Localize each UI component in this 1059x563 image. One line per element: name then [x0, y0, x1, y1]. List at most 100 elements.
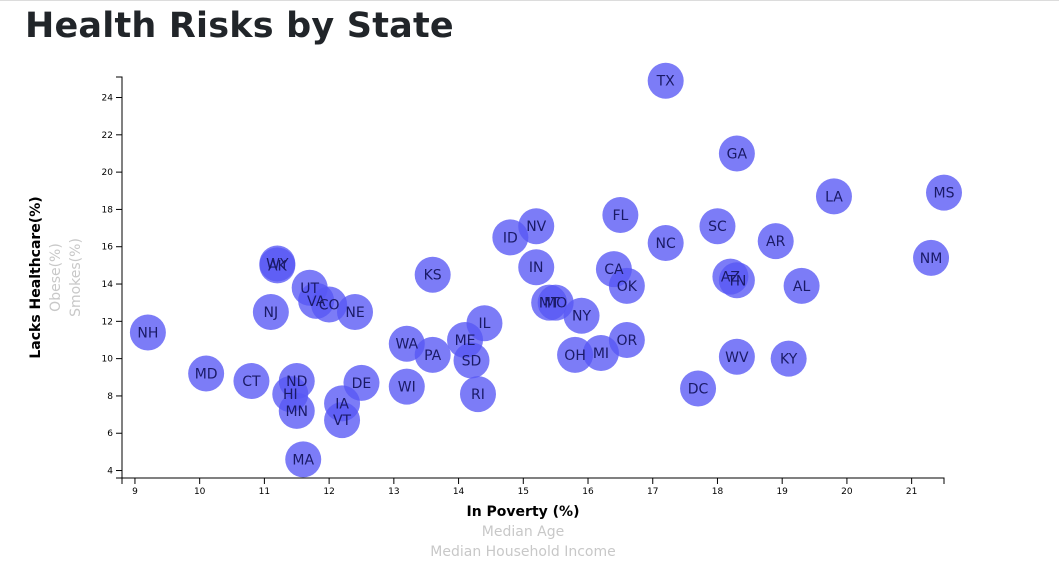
x-tick-label: 14 — [453, 487, 465, 497]
state-marker-fl[interactable] — [602, 197, 639, 234]
state-label-co: CO — [319, 298, 340, 314]
y-tick-label: 22 — [102, 131, 113, 141]
state-label-tx: TX — [656, 74, 676, 90]
x-tick-label: 19 — [776, 487, 788, 497]
y-axis-option-0[interactable]: Lacks Healthcare(%) — [28, 196, 44, 358]
state-label-nm: NM — [920, 251, 943, 267]
x-tick-label: 21 — [906, 487, 917, 497]
x-tick-label: 9 — [132, 487, 138, 497]
state-marker-sc[interactable] — [699, 208, 736, 245]
state-label-mi: MI — [593, 346, 609, 362]
state-label-sd: SD — [462, 353, 482, 369]
x-axis-line — [121, 477, 945, 484]
state-label-id: ID — [503, 230, 518, 246]
state-marker-ak[interactable] — [259, 247, 296, 284]
state-marker-nc[interactable] — [647, 224, 684, 261]
state-label-ny: NY — [572, 309, 591, 325]
state-label-ks: KS — [424, 268, 442, 284]
state-label-ri: RI — [471, 387, 485, 403]
y-tick-label: 14 — [102, 280, 114, 290]
state-label-nc: NC — [656, 236, 676, 252]
state-label-ct: CT — [242, 374, 261, 390]
state-label-in: IN — [529, 260, 544, 276]
state-label-oh: OH — [564, 348, 586, 364]
state-marker-la[interactable] — [815, 178, 852, 215]
state-marker-nm[interactable] — [913, 239, 950, 276]
state-label-ar: AR — [766, 234, 786, 250]
state-marker-sd[interactable] — [453, 342, 490, 379]
state-label-de: DE — [352, 376, 372, 392]
state-marker-id[interactable] — [492, 219, 529, 256]
state-marker-ks[interactable] — [414, 256, 451, 293]
state-marker-wi[interactable] — [388, 368, 425, 405]
top-border — [0, 0, 1059, 1]
state-label-nj: NJ — [264, 305, 279, 321]
x-tick-label: 13 — [388, 487, 399, 497]
state-marker-mi[interactable] — [582, 335, 619, 372]
state-label-wi: WI — [398, 380, 416, 396]
state-label-ky: KY — [780, 352, 798, 368]
state-marker-ar[interactable] — [757, 223, 794, 260]
state-marker-ma[interactable] — [285, 441, 322, 478]
state-marker-nh[interactable] — [129, 314, 166, 351]
x-axis-labels: In Poverty (%) Median Age Median Household… — [430, 504, 615, 560]
state-marker-nj[interactable] — [252, 294, 289, 331]
state-marker-wv[interactable] — [718, 338, 755, 375]
x-tick-label: 17 — [647, 487, 658, 497]
y-axis-option-1[interactable]: Obese(%) — [48, 243, 64, 312]
y-axis-line — [116, 76, 123, 479]
state-label-wv: WV — [725, 350, 749, 366]
state-label-wy: WY — [266, 257, 289, 273]
state-marker-md[interactable] — [188, 355, 225, 392]
y-axis-option-2[interactable]: Smokes(%) — [68, 238, 84, 317]
state-marker-ri[interactable] — [459, 376, 496, 413]
x-axis-option-1[interactable]: Median Age — [482, 524, 564, 540]
state-marker-dc[interactable] — [680, 370, 717, 407]
state-marker-ms[interactable] — [926, 174, 962, 211]
x-axis: 9 10 11 12 13 14 15 16 17 18 19 20 21 — [121, 477, 945, 497]
state-label-me: ME — [455, 333, 476, 349]
state-label-fl: FL — [612, 208, 628, 224]
state-marker-in[interactable] — [518, 249, 555, 286]
state-marker-mn[interactable] — [278, 392, 315, 429]
state-label-la: LA — [825, 189, 843, 205]
y-tick-label: 8 — [107, 392, 113, 402]
page-title: Health Risks by State — [25, 6, 454, 46]
y-tick-label: 20 — [102, 168, 114, 178]
x-axis-option-0[interactable]: In Poverty (%) — [467, 504, 580, 520]
state-label-nv: NV — [526, 219, 546, 235]
y-tick-label: 24 — [102, 94, 114, 104]
state-label-pa: PA — [424, 348, 442, 364]
state-marker-pa[interactable] — [414, 336, 451, 373]
y-tick-label: 18 — [102, 205, 114, 215]
state-label-mn: MN — [285, 404, 308, 420]
state-marker-tx[interactable] — [647, 62, 684, 99]
state-marker-ga[interactable] — [718, 135, 755, 172]
state-label-md: MD — [195, 367, 218, 383]
y-axis-labels: Lacks Healthcare(%) Obese(%) Smokes(%) — [28, 196, 84, 358]
state-label-ne: NE — [345, 305, 364, 321]
x-axis-option-2[interactable]: Median Household Income — [430, 544, 615, 560]
state-marker-ok[interactable] — [608, 267, 645, 304]
state-label-ma: MA — [292, 452, 314, 468]
state-marker-ny[interactable] — [563, 297, 600, 334]
state-label-hi: HI — [283, 387, 298, 403]
state-marker-al[interactable] — [783, 267, 820, 304]
x-tick-label: 18 — [712, 487, 724, 497]
state-label-il: IL — [478, 316, 490, 332]
state-marker-oh[interactable] — [557, 336, 594, 373]
state-label-sc: SC — [708, 219, 727, 235]
state-marker-ct[interactable] — [233, 363, 270, 400]
y-tick-label: 10 — [102, 355, 114, 365]
state-marker-ne[interactable] — [337, 294, 374, 331]
state-label-tn: TN — [726, 273, 746, 289]
state-label-ms: MS — [934, 186, 955, 202]
state-marker-tn[interactable] — [718, 262, 755, 299]
state-label-ga: GA — [727, 146, 748, 162]
state-label-vt: VT — [333, 413, 352, 429]
x-tick-label: 12 — [323, 487, 334, 497]
state-marker-ky[interactable] — [770, 340, 807, 377]
state-marker-vt[interactable] — [324, 402, 361, 439]
x-tick-label: 10 — [194, 487, 206, 497]
